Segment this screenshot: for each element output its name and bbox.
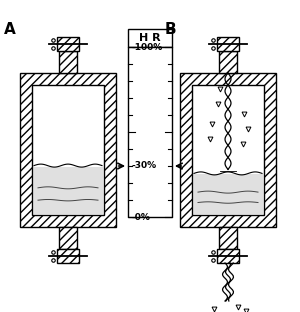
Bar <box>57 249 79 263</box>
Bar <box>59 227 77 249</box>
Bar <box>180 73 276 227</box>
Bar <box>57 37 79 51</box>
Bar <box>180 73 276 227</box>
Bar <box>128 47 172 217</box>
Bar <box>20 73 116 227</box>
Text: A: A <box>4 22 16 37</box>
Bar <box>192 85 264 215</box>
Bar <box>193 174 263 214</box>
Bar <box>57 249 79 263</box>
Text: -30%: -30% <box>131 162 156 170</box>
Bar <box>57 37 79 51</box>
Bar <box>128 29 172 47</box>
Bar <box>219 227 237 249</box>
Bar <box>33 167 103 214</box>
Bar <box>217 249 239 263</box>
Text: H R: H R <box>139 33 161 43</box>
Bar <box>32 85 104 215</box>
Bar <box>219 51 237 73</box>
Bar <box>20 73 116 227</box>
Bar <box>217 37 239 51</box>
Bar <box>219 227 237 249</box>
Bar <box>219 51 237 73</box>
Text: -0%: -0% <box>131 212 150 222</box>
Text: -100%: -100% <box>131 42 162 51</box>
Text: B: B <box>164 22 176 37</box>
Bar <box>217 249 239 263</box>
Bar <box>59 51 77 73</box>
Bar <box>217 37 239 51</box>
Bar <box>59 51 77 73</box>
Bar <box>59 227 77 249</box>
